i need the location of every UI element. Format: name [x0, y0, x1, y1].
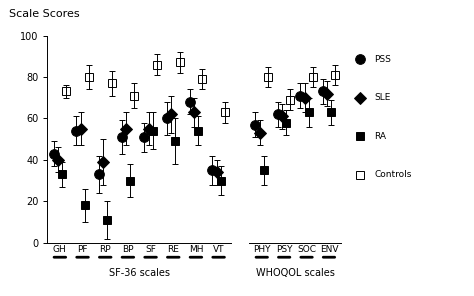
Text: Scale Scores: Scale Scores	[9, 9, 80, 19]
Text: RA: RA	[374, 132, 386, 141]
X-axis label: WHOQOL scales: WHOQOL scales	[256, 268, 335, 278]
X-axis label: SF-36 scales: SF-36 scales	[109, 268, 170, 278]
Text: PSS: PSS	[374, 55, 392, 64]
Text: SLE: SLE	[374, 93, 391, 102]
Text: Controls: Controls	[374, 170, 412, 179]
